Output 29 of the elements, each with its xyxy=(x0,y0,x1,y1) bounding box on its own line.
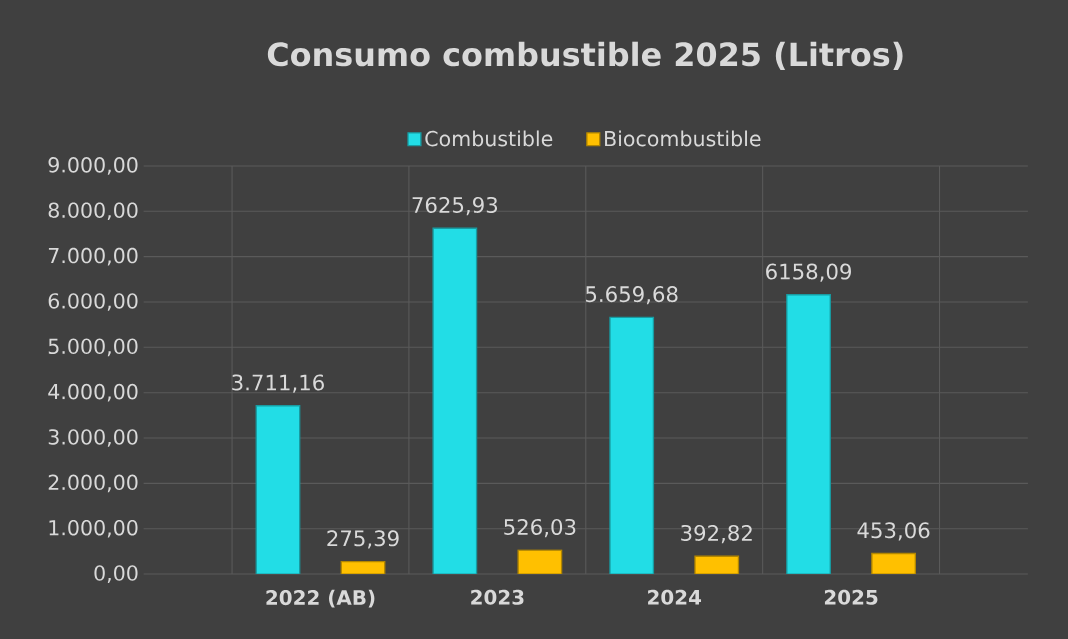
y-tick-label: 1.000,00 xyxy=(49,519,138,538)
y-tick-label: 4.000,00 xyxy=(48,383,138,402)
y-tick-label: 3.000,00 xyxy=(48,429,138,447)
y-tick-label: 0,00 xyxy=(94,565,138,583)
x-tick-label: 2022 (AB) xyxy=(266,589,375,608)
y-tick-label: 8.000,00 xyxy=(48,202,138,221)
data-label: 3.711,16 xyxy=(232,374,324,393)
x-tick-label: 2025 xyxy=(824,589,878,605)
data-label: 275,39 xyxy=(327,530,399,549)
y-tick-label: 6.000,00 xyxy=(48,293,138,311)
data-label: 392,82 xyxy=(681,524,752,544)
chart-title: Consumo combustible 2025 (Litros) xyxy=(267,41,903,71)
x-tick-label: 2024 xyxy=(648,589,702,605)
x-tick-label: 2023 xyxy=(471,589,524,605)
data-label: 7625,93 xyxy=(412,196,498,216)
y-tick-label: 2.000,00 xyxy=(48,474,138,493)
data-label: 526,03 xyxy=(504,518,576,538)
y-tick-label: 9.000,00 xyxy=(48,157,138,175)
data-label: 6158,09 xyxy=(766,263,851,282)
y-tick-label: 5.000,00 xyxy=(48,338,138,357)
bar xyxy=(432,227,478,575)
bar xyxy=(609,316,655,575)
data-label: 453,06 xyxy=(857,522,930,541)
data-label: 5.659,68 xyxy=(586,286,678,305)
legend-label: Biocombustible xyxy=(605,130,761,147)
bar xyxy=(786,294,831,575)
bar xyxy=(255,405,301,575)
y-tick-label: 7.000,00 xyxy=(48,247,138,266)
legend-label: Combustible xyxy=(425,130,553,147)
